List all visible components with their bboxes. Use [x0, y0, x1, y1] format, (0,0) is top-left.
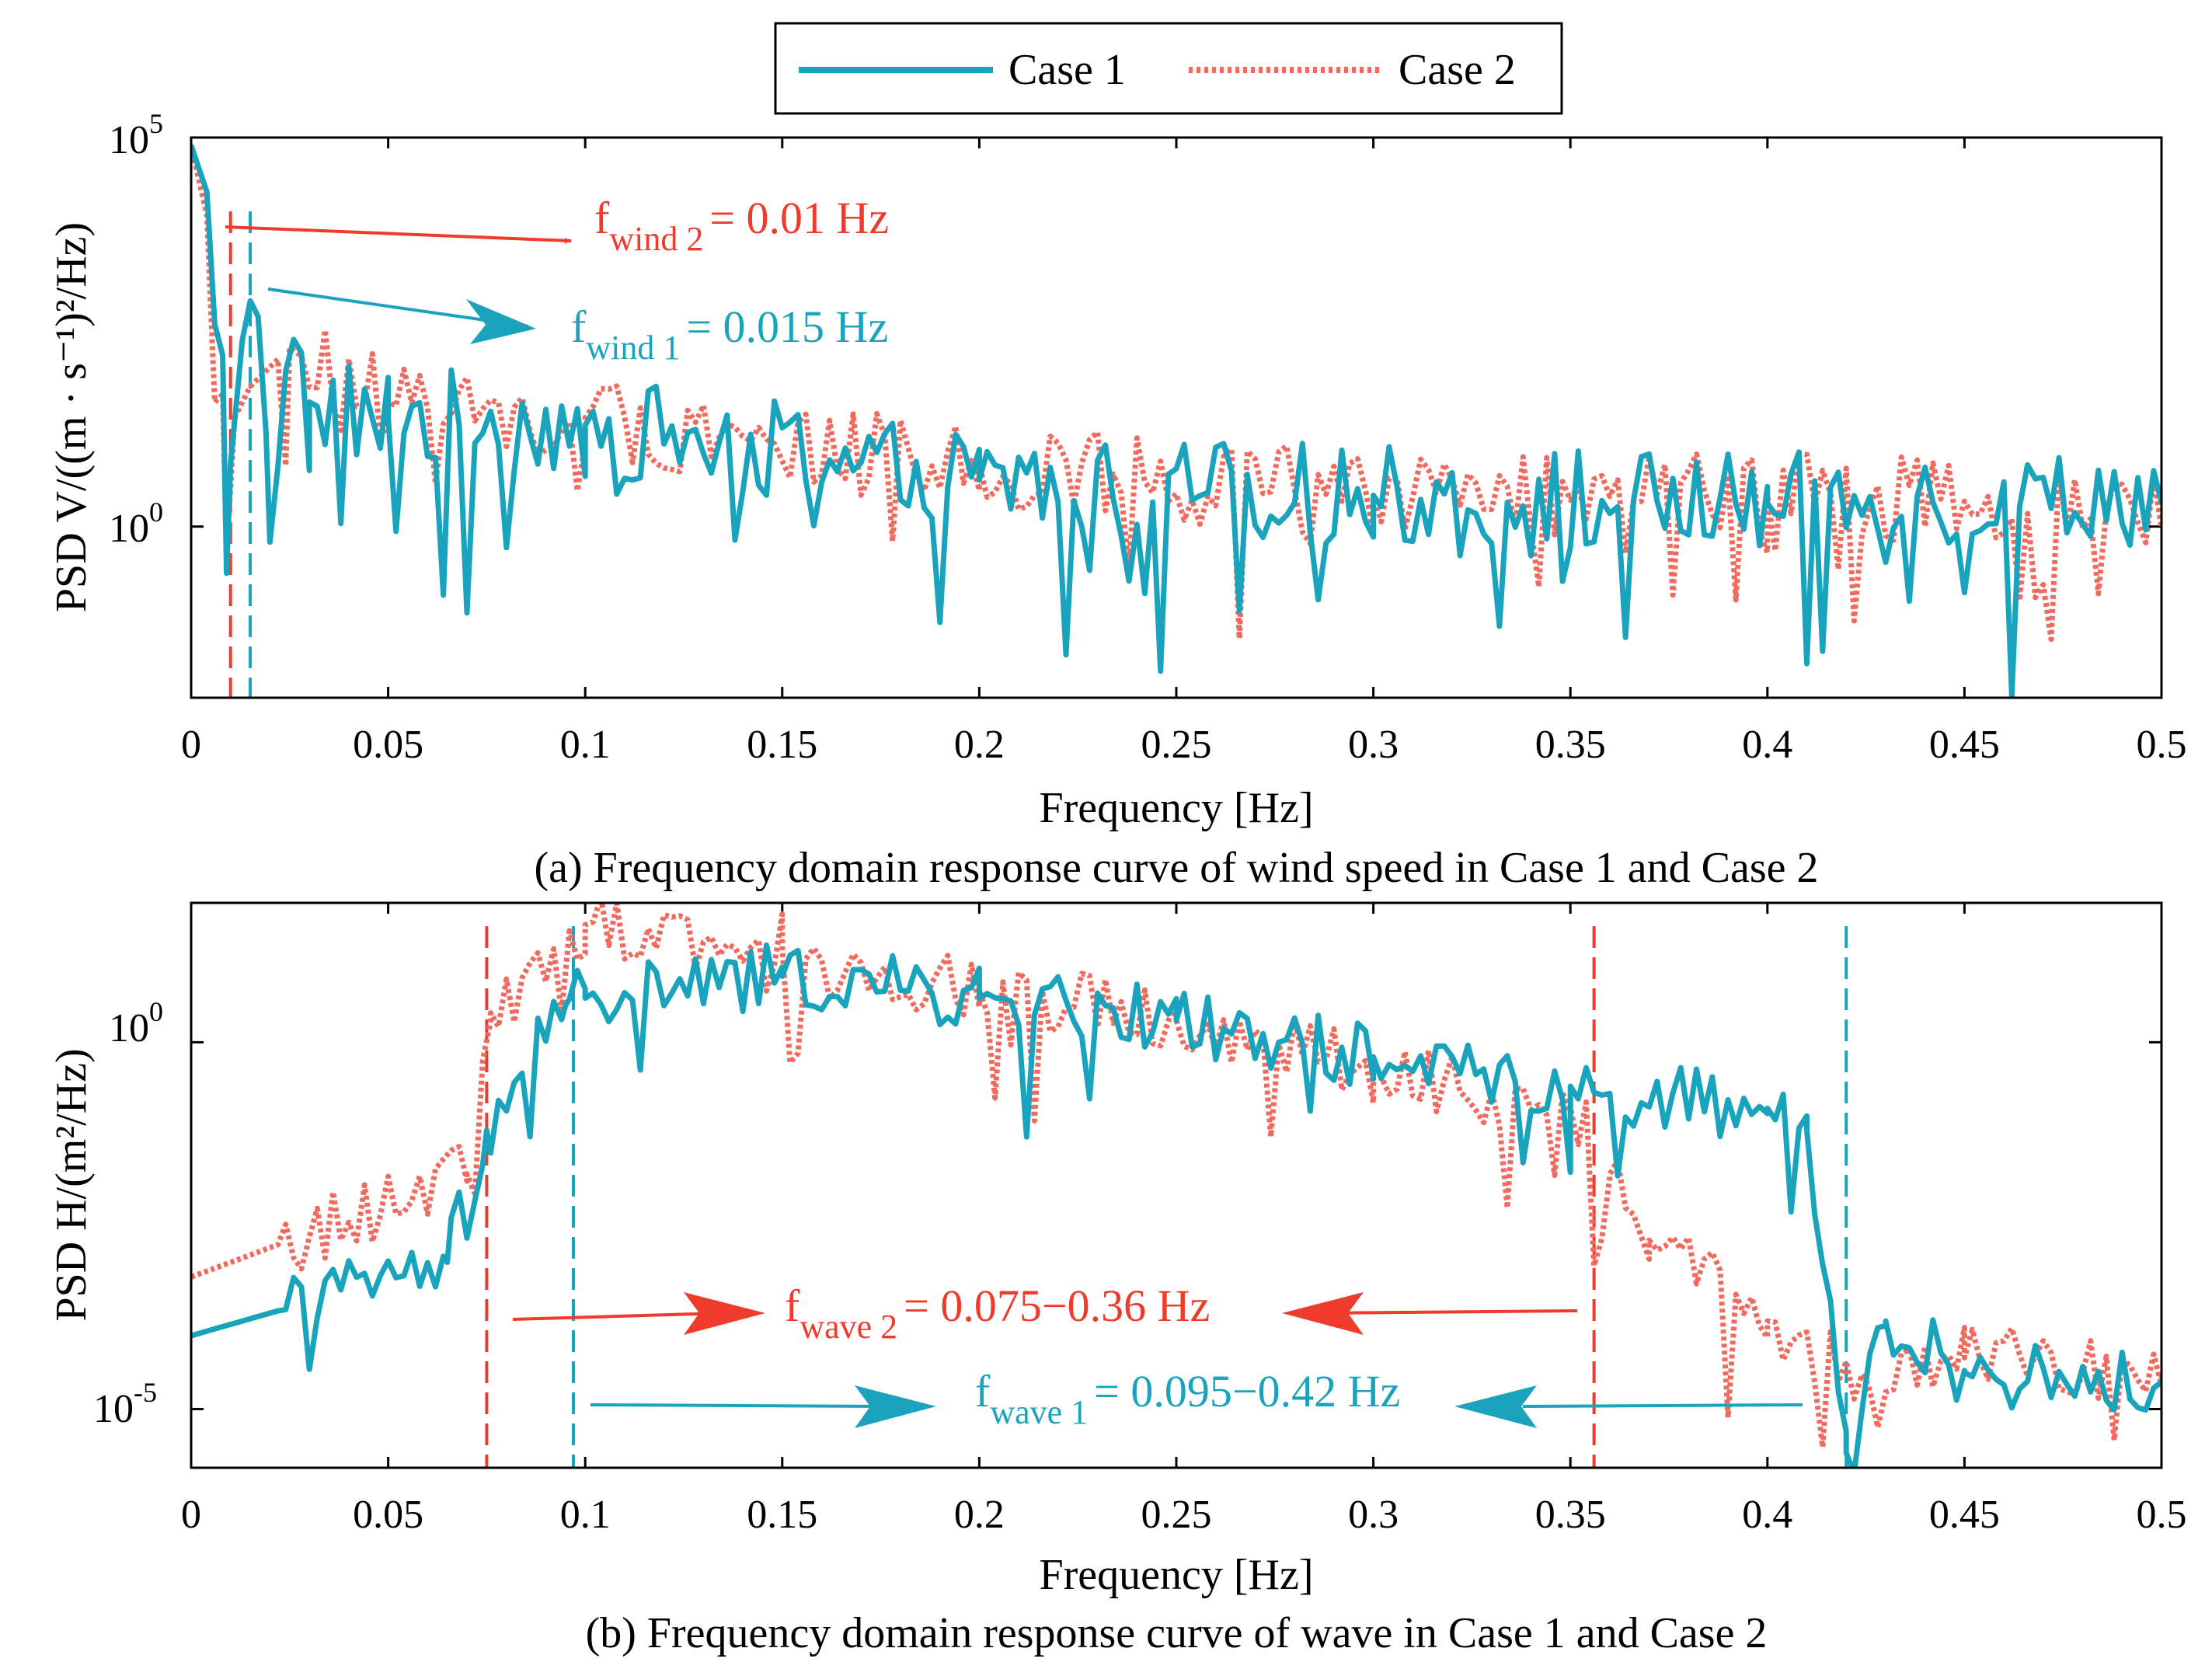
wind-xtick-label: 0 — [181, 723, 201, 767]
wind-xtick-label: 0.15 — [747, 723, 817, 767]
wave-ytick-label: 100 — [109, 996, 163, 1051]
wave-chart: 100 10-5 0 0.05 0.1 0.15 0.2 0.25 0.3 0.… — [47, 901, 2187, 1657]
wind2-annotation-text: fwind 2 = 0.01 Hz — [594, 193, 889, 258]
wave1-arrowhead-left — [855, 1385, 936, 1428]
wind2-arrow — [225, 225, 572, 244]
wind-ytick-label: 100 — [109, 497, 163, 551]
wave-xaxis-label: Frequency [Hz] — [1040, 1551, 1314, 1599]
wind-xtick-label: 0.3 — [1348, 723, 1399, 767]
wave1-annotation-text: fwave 1 = 0.095−0.42 Hz — [975, 1366, 1400, 1431]
wave-chart-caption: (b) Frequency domain response curve of w… — [586, 1609, 1768, 1657]
wind-case2-series — [191, 145, 2161, 643]
wind-xtick-label: 0.4 — [1742, 723, 1792, 767]
wind-xaxis-label: Frequency [Hz] — [1040, 784, 1314, 832]
wave-xtick-label: 0.35 — [1535, 1493, 1606, 1537]
wind-case1-series — [191, 144, 2161, 698]
wave-xtick-label: 0.25 — [1141, 1493, 1212, 1537]
wind-chart-caption: (a) Frequency domain response curve of w… — [534, 844, 1818, 892]
wave1-annotation: fwave 1 = 0.095−0.42 Hz — [590, 1366, 1803, 1431]
wave1-arrow-right — [1522, 1403, 1803, 1408]
wave-xtick-label: 0.45 — [1929, 1493, 2000, 1537]
wave-xtick-label: 0.2 — [954, 1493, 1005, 1537]
wind2-annotation: fwind 2 = 0.01 Hz — [225, 193, 889, 258]
legend-case2-label: Case 2 — [1399, 46, 1516, 94]
wind-xtick-label: 0.25 — [1141, 723, 1212, 767]
wave-chart-markers — [485, 926, 1848, 1468]
wind-xtick-label: 0.05 — [353, 723, 423, 767]
wave-case2-series — [191, 903, 2161, 1450]
wave-yaxis-label: PSD H/(m²/Hz) — [47, 1048, 96, 1321]
wind-yaxis-label: PSD V/((m · s⁻¹)²/Hz) — [47, 222, 96, 612]
wind-xtick-label: 0.45 — [1929, 723, 2000, 767]
wind-xtick-labels: 0 0.05 0.1 0.15 0.2 0.25 0.3 0.35 0.4 0.… — [181, 723, 2187, 767]
wave2-arrowhead-left — [684, 1292, 765, 1335]
wind-chart-markers — [228, 211, 253, 698]
wave-ytick-label: 10-5 — [93, 1377, 157, 1431]
wind-speed-chart: 105 100 0 0.05 0.1 0.15 0.2 0.25 0.3 0.3… — [47, 108, 2187, 892]
wave-xtick-label: 0.3 — [1348, 1493, 1399, 1537]
wave-xtick-labels: 0 0.05 0.1 0.15 0.2 0.25 0.3 0.35 0.4 0.… — [181, 1493, 2187, 1537]
wave2-annotation-text: fwave 2 = 0.075−0.36 Hz — [785, 1280, 1210, 1346]
legend: Case 1 Case 2 — [774, 22, 1563, 115]
wind1-arrowhead — [466, 299, 536, 344]
wind-xtick-label: 0.1 — [560, 723, 611, 767]
wave2-arrow-left — [512, 1312, 723, 1321]
wave-xtick-label: 0 — [181, 1493, 201, 1537]
wind-xtick-label: 0.35 — [1535, 723, 1606, 767]
wave-chart-frame — [190, 901, 2163, 1469]
wave-case1-series — [191, 942, 2161, 1468]
wave1-arrow-left — [590, 1403, 887, 1408]
legend-case1-label: Case 1 — [1008, 46, 1126, 94]
wave-xtick-label: 0.5 — [2137, 1493, 2187, 1537]
wind-ytick-label: 105 — [109, 108, 163, 162]
wave2-arrowhead-right — [1282, 1292, 1364, 1335]
wave-xtick-label: 0.15 — [747, 1493, 817, 1537]
wind1-annotation-text: fwind 1 = 0.015 Hz — [571, 301, 888, 367]
wave2-annotation: fwave 2 = 0.075−0.36 Hz — [512, 1280, 1578, 1346]
wind1-annotation: fwind 1 = 0.015 Hz — [267, 287, 888, 367]
wave-xtick-label: 0.05 — [353, 1493, 423, 1537]
wind-xtick-label: 0.5 — [2137, 723, 2187, 767]
wave-xtick-label: 0.4 — [1742, 1493, 1792, 1537]
wave1-arrowhead-right — [1454, 1385, 1537, 1428]
wave2-arrow-right — [1320, 1309, 1578, 1315]
wave-xtick-label: 0.1 — [560, 1493, 611, 1537]
wind-xtick-label: 0.2 — [954, 723, 1005, 767]
wind-chart-frame — [190, 136, 2163, 699]
